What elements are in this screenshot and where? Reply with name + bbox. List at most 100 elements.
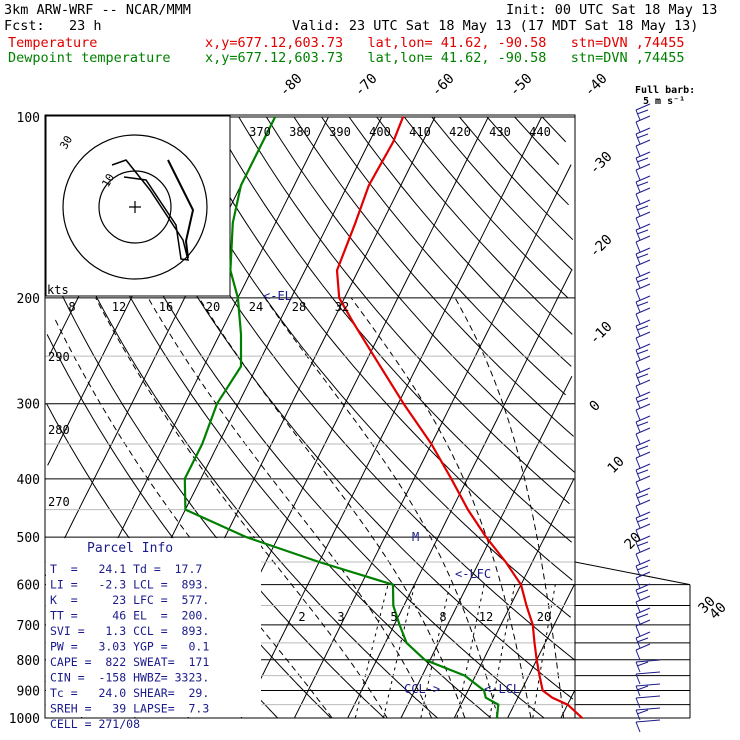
profile-point	[551, 696, 554, 699]
wind-barb-flag	[636, 637, 649, 643]
wind-barb-flag	[636, 445, 649, 451]
profile-point	[229, 269, 232, 272]
wind-barb-flag	[635, 559, 651, 567]
hodograph-units-label: kts	[47, 283, 69, 297]
wind-barb-flag	[635, 523, 651, 531]
wind-barb-staff	[635, 385, 641, 397]
profile-point	[497, 703, 500, 706]
pressure-tick-label: 500	[17, 531, 40, 546]
pressure-tick-label: 400	[17, 473, 40, 488]
wind-barb-staff	[635, 145, 641, 157]
wind-barb-flag	[635, 379, 651, 387]
profile-point	[566, 703, 569, 706]
wind-barb-staff	[635, 565, 641, 577]
wind-barb-staff	[635, 625, 641, 637]
wind-barb-flag	[636, 109, 649, 115]
wind-barb-flag	[636, 541, 649, 547]
wind-barb-flag	[635, 247, 651, 255]
wind-barb-staff	[635, 349, 641, 361]
wind-barb-flag	[635, 163, 651, 171]
isotherm-label: -80	[277, 71, 306, 100]
valid-time: Valid: 23 UTC Sat 18 May 13 (17 MDT Sat …	[292, 18, 699, 34]
hodograph-speed-label: 8	[68, 300, 75, 314]
isotherm-label: 10	[605, 454, 628, 477]
isotherm-label: -30	[587, 149, 616, 178]
hodograph-speed-label: 28	[292, 300, 306, 314]
mixing-ratio-line	[456, 584, 485, 719]
profile-point	[484, 696, 487, 699]
wind-barb-staff	[635, 721, 641, 733]
wind-barb-flag	[636, 397, 649, 403]
isotherm-label: -50	[507, 71, 536, 100]
profile-point	[201, 443, 204, 445]
parcel-info-line: CELL = 271/08	[50, 717, 140, 731]
wind-barb-staff	[635, 601, 641, 613]
hodograph-ring-label: 10	[99, 172, 117, 190]
pressure-tick-label: 700	[17, 619, 40, 634]
dry-adiabat-line	[155, 116, 572, 618]
pressure-tick-label: 600	[17, 579, 40, 594]
pressure-tick-label: 300	[17, 398, 40, 413]
wind-barb-staff	[635, 373, 641, 385]
wind-barb-flag	[635, 619, 651, 627]
dewpoint-legend-info: x,y=677.12,603.73 lat,lon= 41.62, -90.58…	[205, 50, 685, 66]
wind-barb-flag	[635, 499, 651, 507]
parcel-info-line: T = 24.1 Td = 17.7	[50, 562, 202, 576]
wind-barb-flag	[636, 349, 649, 355]
dry-adiabat-line	[51, 204, 438, 719]
wind-barb-flag	[636, 493, 649, 499]
wind-barb-flag	[636, 709, 649, 715]
profile-point	[520, 583, 522, 586]
wind-barb-flag	[635, 583, 651, 591]
isotherm-line	[347, 270, 572, 719]
profile-point	[392, 604, 395, 607]
wind-barb-flag	[636, 469, 649, 475]
wind-barb-flag	[635, 671, 661, 675]
theta-label: 420	[449, 125, 471, 139]
wind-barb-staff	[635, 109, 641, 121]
extension-frame-line	[574, 561, 691, 586]
profile-point	[274, 116, 276, 118]
wind-barb-flag	[635, 695, 661, 699]
wind-barb-flag	[635, 707, 661, 711]
profile-point	[496, 717, 498, 719]
wind-barb-staff	[635, 397, 641, 409]
dry-adiabat-line	[210, 116, 573, 543]
hodograph-speed-label: 12	[112, 300, 126, 314]
wind-barb-flag	[635, 271, 651, 279]
pressure-tick-label: 1000	[9, 712, 40, 727]
isotherm-label: -70	[352, 71, 381, 100]
wind-barb-flag	[635, 463, 651, 471]
wind-barb-flag	[635, 547, 651, 555]
isotherm-label: -10	[587, 319, 616, 348]
profile-point	[402, 116, 404, 118]
wind-barb-flag	[635, 223, 651, 231]
isotherm-label: -40	[582, 71, 611, 100]
dry-adiabat-line	[265, 116, 575, 473]
dry-adiabat-line	[431, 116, 573, 271]
profile-point	[352, 321, 355, 324]
hodograph-origin-marker	[129, 201, 141, 213]
wind-barb-staff	[635, 709, 641, 721]
wind-barb-flag	[636, 661, 649, 667]
wind-barb-staff	[635, 193, 641, 205]
profile-point	[231, 221, 234, 224]
wind-barb-flag	[635, 127, 651, 135]
wind-barb-flag	[635, 343, 651, 351]
mixing-ratio-label: 5	[390, 610, 397, 624]
profile-point	[398, 624, 401, 626]
plot-frame	[44, 114, 576, 719]
parcel-info-line: CAPE = 822 SWEAT= 171	[50, 655, 209, 669]
parcel-info-line: SVI = 1.3 CCL = 893.	[50, 624, 209, 638]
profile-point	[392, 583, 394, 586]
wind-barb-flag	[635, 643, 651, 651]
wind-barb-flag	[635, 475, 651, 483]
theta-label: 370	[249, 125, 271, 139]
wind-barb-flag	[636, 373, 649, 379]
theta-side-label: 280	[48, 423, 70, 437]
wind-barb-staff	[635, 121, 641, 133]
wind-barb-flag	[635, 211, 651, 219]
profile-point	[183, 477, 186, 480]
profile-point	[237, 297, 239, 299]
theta-label: 410	[409, 125, 431, 139]
